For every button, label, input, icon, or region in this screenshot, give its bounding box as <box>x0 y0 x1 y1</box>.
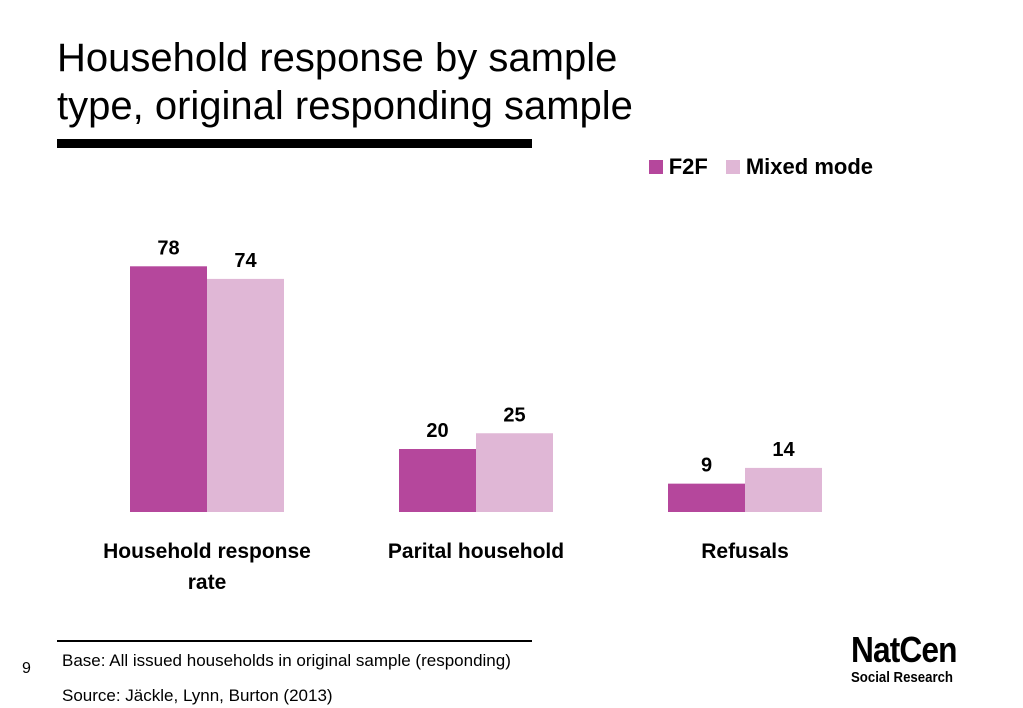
source-note: Source: Jäckle, Lynn, Burton (2013) <box>62 686 333 705</box>
natcen-logo: NatCen Social Research <box>851 629 971 686</box>
legend-swatch-mixed-mode <box>725 160 740 174</box>
data-label-mixed-mode-parital-household: 25 <box>503 404 525 426</box>
legend-label-mixed-mode: Mixed mode <box>745 154 873 179</box>
data-label-mixed-mode-refusals: 14 <box>772 439 795 461</box>
logo-main-text: NatCen <box>851 629 958 670</box>
bar-f2f-household-response-rate <box>130 266 207 512</box>
legend-item-mixed-mode: Mixed mode <box>725 154 873 180</box>
bar-f2f-parital-household <box>399 449 476 512</box>
bar-mixed-mode-refusals <box>745 467 822 512</box>
category-label-refusals: Refusals <box>701 540 789 563</box>
bar-mixed-mode-household-response-rate <box>207 278 284 512</box>
base-note: Base: All issued households in original … <box>62 651 511 670</box>
data-label-f2f-parital-household: 20 <box>426 420 448 442</box>
footer-rule <box>57 640 532 642</box>
logo-sub-text: Social Research <box>851 669 953 686</box>
category-label-parital-household: Parital household <box>388 540 564 563</box>
data-label-mixed-mode-household-response-rate: 74 <box>234 250 257 272</box>
page-title: Household response by sample type, origi… <box>57 34 757 130</box>
data-label-f2f-household-response-rate: 78 <box>157 237 179 259</box>
bar-mixed-mode-parital-household <box>476 433 553 512</box>
legend-swatch-f2f <box>648 160 663 174</box>
title-line-2: type, original responding sample <box>57 84 633 128</box>
bar-f2f-refusals <box>668 483 745 512</box>
page-number: 9 <box>22 660 31 677</box>
title-underline <box>57 139 532 148</box>
chart-legend: F2F Mixed mode <box>648 154 873 180</box>
title-line-1: Household response by sample <box>57 36 618 80</box>
legend-label-f2f: F2F <box>668 154 708 179</box>
data-label-f2f-refusals: 9 <box>701 455 712 477</box>
legend-item-f2f: F2F <box>648 154 708 180</box>
category-label-household-response-rate: Household response rate <box>103 540 311 594</box>
